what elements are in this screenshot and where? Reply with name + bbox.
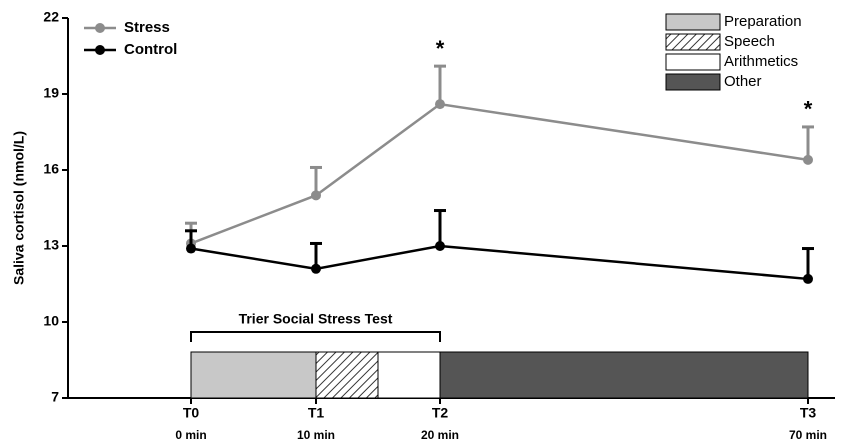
y-tick-label: 16 [43,161,59,177]
point [803,154,813,165]
y-axis-label: Saliva cortisol (nmol/L) [11,131,27,285]
legend-label: Control [124,41,177,58]
point [435,99,445,110]
annotation: * [436,36,445,61]
phase-legend-label: Preparation [724,13,802,30]
x-sublabel: 0 min [175,428,206,442]
phase-bar [439,351,809,399]
x-sublabel: 70 min [789,428,827,442]
phase-legend-swatch [665,73,721,91]
legend-marker [95,23,105,33]
phase-bar [377,351,441,399]
phase-legend-label: Arithmetics [724,53,798,70]
bracket-label: Trier Social Stress Test [239,311,393,327]
x-tick-label: T3 [800,405,817,421]
y-tick-label: 10 [43,313,59,329]
legend-label: Stress [124,19,170,36]
x-tick-label: T2 [432,405,449,421]
series-line [190,102,809,245]
point [311,263,321,274]
phase-legend-label: Speech [724,33,775,50]
y-tick-label: 22 [43,9,59,25]
point [803,273,813,284]
x-tick-label: T0 [183,405,200,421]
phase-legend-swatch [665,13,721,31]
legend-marker [95,45,105,55]
point [186,243,196,254]
series-line [190,244,809,281]
point [435,241,445,251]
phase-bar [315,351,379,399]
y-tick-label: 7 [51,389,59,405]
phase-legend-swatch [665,53,721,71]
y-tick-label: 19 [43,85,59,101]
phase-legend-swatch [665,33,721,51]
x-tick-label: T1 [308,405,325,421]
phase-bar [190,351,317,399]
x-sublabel: 10 min [297,428,335,442]
bracket [190,331,441,342]
phase-legend-label: Other [724,73,762,90]
annotation: * [804,97,813,122]
x-sublabel: 20 min [421,428,459,442]
y-tick-label: 13 [43,237,59,253]
point [311,190,321,201]
